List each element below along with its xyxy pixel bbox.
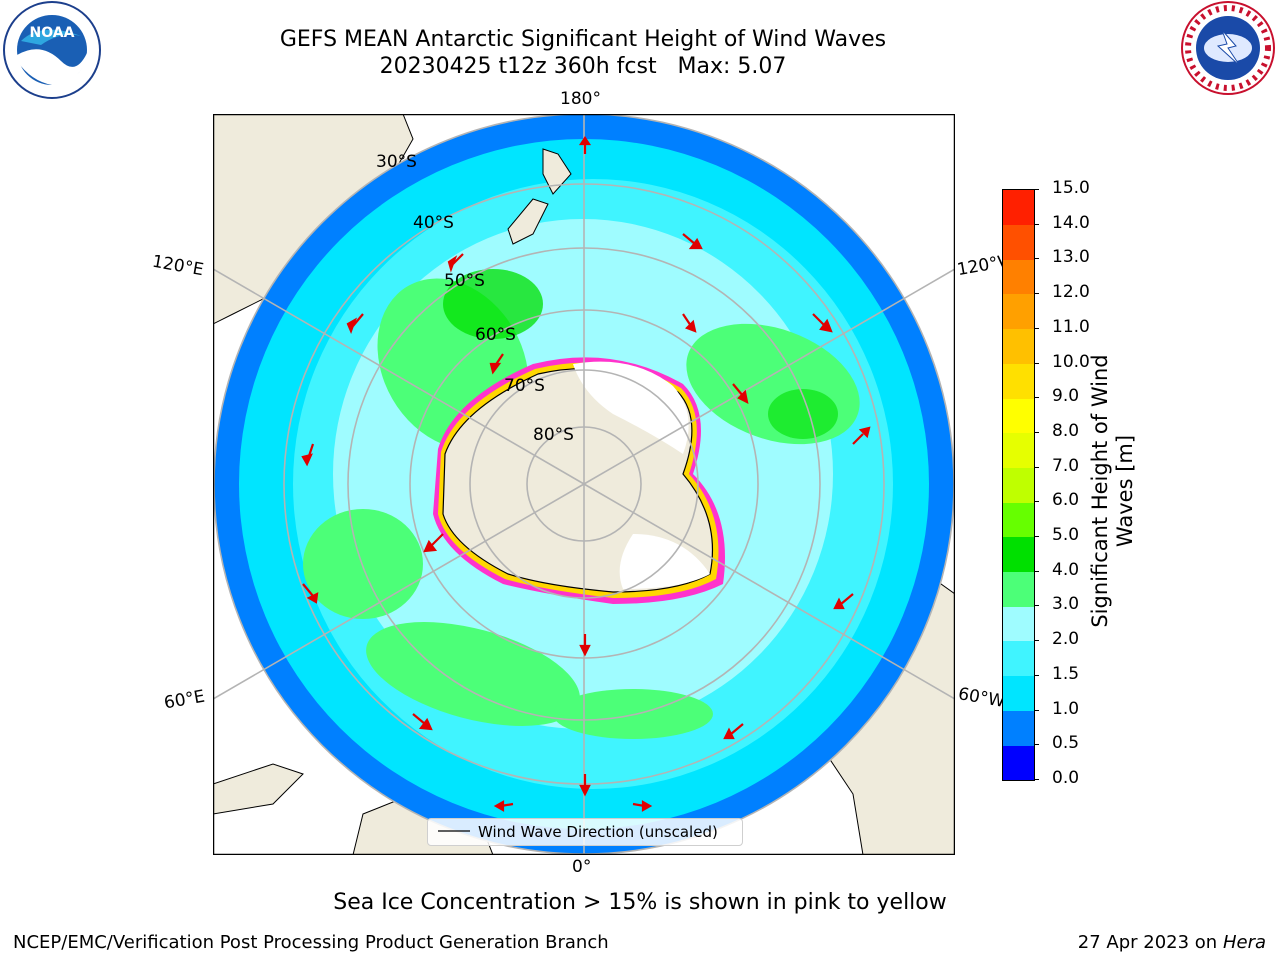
colorbar-tick-label: 8.0 <box>1052 420 1080 441</box>
colorbar-tick-label: 14.0 <box>1052 212 1090 233</box>
colorbar-tick-label: 13.0 <box>1052 247 1090 268</box>
colorbar-segment <box>1003 328 1034 364</box>
colorbar-tick-label: 1.5 <box>1052 663 1080 684</box>
lon-label-60w: 60°W <box>956 684 1006 712</box>
colorbar-segment <box>1003 190 1034 225</box>
nws-logo <box>1181 1 1275 95</box>
colorbar-tick-mark <box>1034 779 1039 780</box>
map-panel <box>213 114 955 855</box>
colorbar-tick-mark <box>1034 674 1039 676</box>
noaa-logo: NOAA <box>3 1 101 99</box>
colorbar-segment <box>1003 745 1034 781</box>
colorbar-tick-mark <box>1034 640 1039 642</box>
colorbar-tick-mark <box>1034 536 1039 538</box>
lat-label-60s: 60°S <box>475 325 516 345</box>
colorbar-tick-mark <box>1034 570 1039 572</box>
colorbar-tick-mark <box>1034 431 1039 433</box>
lon-label-120e: 120°E <box>150 251 206 281</box>
colorbar-tick-mark <box>1034 189 1039 190</box>
lon-label-180: 180° <box>560 89 601 109</box>
africa-tip-landmass <box>213 763 304 815</box>
colorbar-label-line1: Significant Height of Wind <box>1088 354 1112 628</box>
colorbar-tick-label: 10.0 <box>1052 351 1090 372</box>
colorbar-tick-label: 7.0 <box>1052 455 1080 476</box>
colorbar-tick-mark <box>1034 744 1039 746</box>
colorbar-segment <box>1003 432 1034 468</box>
map-title: GEFS MEAN Antarctic Significant Height o… <box>279 27 887 52</box>
lon-label-0: 0° <box>572 857 592 877</box>
colorbar-tick-label: 0.5 <box>1052 733 1080 754</box>
colorbar-tick-label: 6.0 <box>1052 490 1080 511</box>
colorbar-segment <box>1003 641 1034 677</box>
colorbar-tick-label: 3.0 <box>1052 594 1080 615</box>
lat-label-50s: 50°S <box>444 271 485 291</box>
colorbar-tick-label: 9.0 <box>1052 386 1080 407</box>
colorbar-tick-mark <box>1034 709 1039 711</box>
colorbar-tick-label: 0.0 <box>1052 768 1080 788</box>
lat-label-40s: 40°S <box>413 213 454 233</box>
legend-label: Wind Wave Direction (unscaled) <box>478 823 718 841</box>
wind-wave-arrows <box>301 136 871 812</box>
colorbar-tick-mark <box>1034 223 1039 225</box>
colorbar-segment <box>1003 537 1034 573</box>
footer-date-text: 27 Apr 2023 on <box>1077 932 1218 953</box>
colorbar-tick-label: 4.0 <box>1052 559 1080 580</box>
lat-label-80s: 80°S <box>533 425 574 445</box>
colorbar-segment <box>1003 467 1034 503</box>
footer-host: Hera <box>1222 932 1266 953</box>
lat-label-30s: 30°S <box>376 152 417 172</box>
colorbar-tick-label: 15.0 <box>1052 178 1090 198</box>
colorbar-segment <box>1003 259 1034 295</box>
colorbar-label-line2: Waves [m] <box>1113 434 1137 548</box>
colorbar-tick-mark <box>1034 605 1039 607</box>
colorbar-segment <box>1003 710 1034 746</box>
colorbar-segment <box>1003 224 1034 260</box>
lon-label-120w: 120°W <box>955 251 1009 281</box>
colorbar-tick-label: 11.0 <box>1052 316 1090 337</box>
colorbar-tick-label: 1.0 <box>1052 698 1080 719</box>
colorbar-tick-mark <box>1034 362 1039 364</box>
sea-ice-caption: Sea Ice Concentration > 15% is shown in … <box>333 890 947 915</box>
colorbar-segment <box>1003 675 1034 711</box>
svg-text:NOAA: NOAA <box>30 25 75 41</box>
colorbar-tick-label: 12.0 <box>1052 282 1090 303</box>
colorbar-tick-label: 2.0 <box>1052 629 1080 650</box>
colorbar-segment <box>1003 571 1034 607</box>
footer-date: 27 Apr 2023 on Hera <box>1078 932 1266 953</box>
colorbar <box>1002 189 1035 781</box>
lon-label-60e: 60°E <box>162 686 207 714</box>
colorbar-tick-mark <box>1034 293 1039 295</box>
wave-height-field <box>214 114 954 854</box>
colorbar-tick-mark <box>1034 501 1039 503</box>
legend-line-icon <box>438 830 470 832</box>
colorbar-label: Significant Height of Wind Waves [m] <box>1088 321 1138 661</box>
map-legend: Wind Wave Direction (unscaled) <box>427 818 743 846</box>
colorbar-segment <box>1003 606 1034 642</box>
colorbar-tick-label: 5.0 <box>1052 525 1080 546</box>
colorbar-segment <box>1003 398 1034 434</box>
colorbar-tick-mark <box>1034 466 1039 468</box>
colorbar-segment <box>1003 363 1034 399</box>
colorbar-segment <box>1003 502 1034 538</box>
map-subtitle: 20230425 t12z 360h fcst Max: 5.07 <box>379 54 787 79</box>
colorbar-tick-mark <box>1034 327 1039 329</box>
colorbar-tick-mark <box>1034 258 1039 260</box>
footer-credit: NCEP/EMC/Verification Post Processing Pr… <box>13 932 609 953</box>
colorbar-ticks: 0.0 0.5 1.0 1.5 2.0 3.0 4.0 5.0 6.0 7.0 8.0 9.0 10.0… <box>1034 178 1100 790</box>
colorbar-tick-mark <box>1034 397 1039 399</box>
lat-label-70s: 70°S <box>504 376 545 396</box>
colorbar-segment <box>1003 294 1034 330</box>
